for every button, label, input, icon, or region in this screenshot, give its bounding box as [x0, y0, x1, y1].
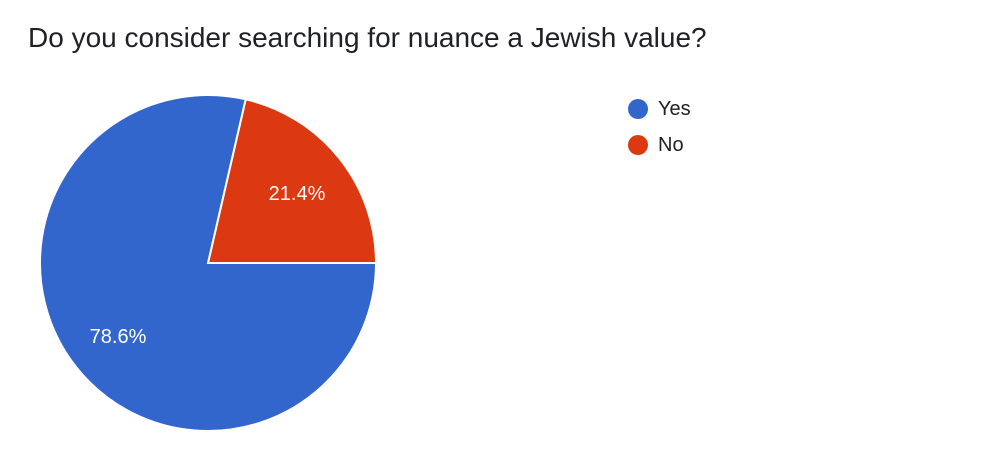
- pie-slice-yes[interactable]: [39, 94, 378, 432]
- slice-label-no: 21.4%: [269, 183, 326, 205]
- legend-item-yes[interactable]: Yes: [628, 91, 691, 127]
- chart-title: Do you consider searching for nuance a J…: [28, 22, 707, 53]
- pie-slice-no[interactable]: [206, 98, 378, 264]
- legend-label-yes: Yes: [658, 97, 691, 120]
- legend: Yes No: [628, 91, 691, 163]
- slice-label-yes: 78.6%: [90, 326, 147, 348]
- legend-item-no[interactable]: No: [628, 127, 691, 163]
- legend-swatch-no: [628, 135, 648, 155]
- legend-label-no: No: [658, 133, 684, 156]
- legend-swatch-yes: [628, 99, 648, 119]
